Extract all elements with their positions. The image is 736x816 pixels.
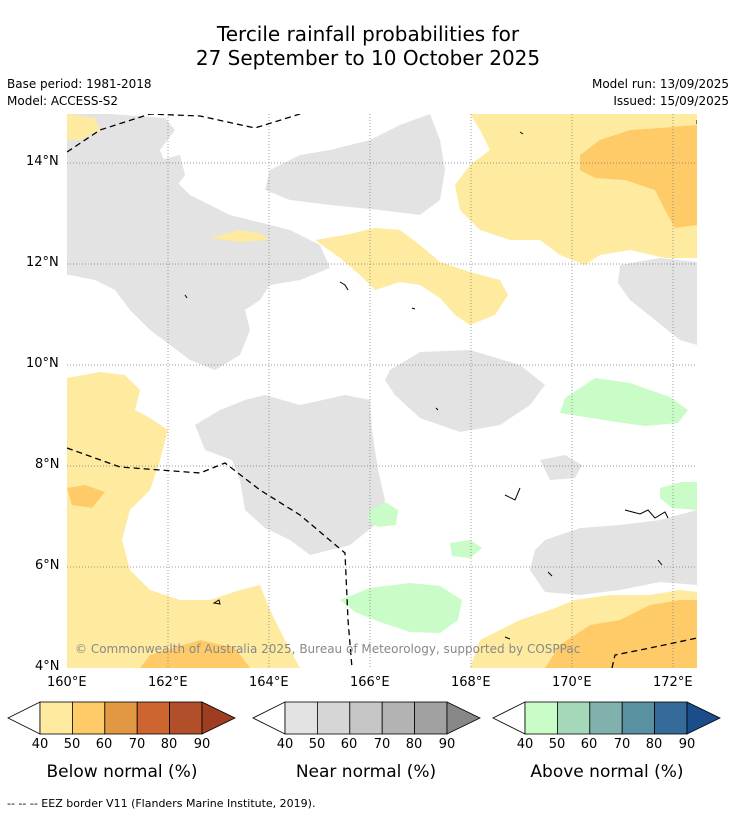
above-tick-80: 80 (645, 737, 663, 752)
near-tick-90: 90 (438, 737, 456, 752)
lon-tick-162e: 162°E (148, 675, 188, 690)
below-normal-colorbar (7, 701, 236, 735)
colorbar-segment (654, 701, 688, 735)
colorbar-segment (414, 701, 448, 735)
colorbar-segment (169, 701, 203, 735)
colorbar-segment (72, 701, 106, 735)
probability-map: © Commonwealth of Australia 2025, Bureau… (67, 114, 697, 668)
lat-tick-14n: 14°N (26, 154, 59, 169)
above-normal-colorbar (492, 701, 721, 735)
lon-tick-172e: 172°E (653, 675, 693, 690)
below-normal-60-regions (67, 125, 697, 668)
model-label: Model: ACCESS-S2 (7, 94, 119, 108)
near-tick-60: 60 (340, 737, 358, 752)
near-normal-regions (67, 114, 697, 595)
colorbar-segment (524, 701, 558, 735)
eez-border-note: -- -- -- EEZ border V11 (Flanders Marine… (7, 797, 316, 810)
graticule (67, 114, 697, 668)
colorbar-segment (589, 701, 623, 735)
eez-borders (67, 114, 697, 668)
colorbars (7, 701, 721, 735)
colorbar-over-triangle (686, 701, 721, 735)
lon-tick-160e: 160°E (47, 675, 87, 690)
colorbar-segment (621, 701, 656, 735)
colorbar-segment (557, 701, 591, 735)
above-tick-50: 50 (548, 737, 566, 752)
near-normal-colorbar (252, 701, 481, 735)
lon-tick-170e: 170°E (552, 675, 592, 690)
lon-tick-168e: 168°E (451, 675, 491, 690)
below-tick-80: 80 (160, 737, 178, 752)
colorbar-segment (104, 701, 138, 735)
near-tick-40: 40 (276, 737, 294, 752)
below-tick-40: 40 (31, 737, 49, 752)
lat-tick-4n: 4°N (35, 659, 60, 674)
above-tick-60: 60 (580, 737, 598, 752)
below-tick-90: 90 (193, 737, 211, 752)
lat-tick-6n: 6°N (35, 558, 60, 573)
colorbar-segment (316, 701, 351, 735)
near-normal-legend-title: Near normal (%) (295, 762, 437, 782)
map-title-line2: 27 September to 10 October 2025 (195, 46, 541, 70)
model-run-label: Model run: 13/09/2025 (591, 77, 729, 91)
lon-tick-164e: 164°E (249, 675, 289, 690)
colorbar-over-triangle (446, 701, 481, 735)
near-tick-70: 70 (373, 737, 391, 752)
colorbar-over-triangle (201, 701, 236, 735)
below-tick-70: 70 (128, 737, 146, 752)
below-tick-50: 50 (63, 737, 81, 752)
issued-label: Issued: 15/09/2025 (613, 94, 729, 108)
colorbar-under-triangle (492, 701, 526, 735)
above-normal-50-regions (340, 378, 697, 633)
copyright-watermark: © Commonwealth of Australia 2025, Bureau… (75, 642, 580, 656)
above-tick-40: 40 (516, 737, 534, 752)
lat-tick-12n: 12°N (26, 255, 59, 270)
lon-tick-166e: 166°E (350, 675, 390, 690)
map-title-line1: Tercile rainfall probabilities for (216, 22, 520, 46)
above-normal-legend-title: Above normal (%) (530, 762, 684, 782)
islands (184, 120, 697, 640)
colorbar-segment (136, 701, 170, 735)
colorbar-under-triangle (7, 701, 41, 735)
near-tick-80: 80 (405, 737, 423, 752)
lat-tick-10n: 10°N (26, 356, 59, 371)
lat-tick-8n: 8°N (35, 457, 60, 472)
colorbar-segment (39, 701, 73, 735)
colorbar-under-triangle (252, 701, 286, 735)
below-tick-60: 60 (95, 737, 113, 752)
above-tick-90: 90 (678, 737, 696, 752)
colorbar-segment (349, 701, 383, 735)
near-tick-50: 50 (308, 737, 326, 752)
below-normal-legend-title: Below normal (%) (46, 762, 198, 782)
base-period-label: Base period: 1981-2018 (7, 77, 152, 91)
colorbar-segment (381, 701, 416, 735)
colorbar-segment (284, 701, 318, 735)
above-tick-70: 70 (613, 737, 631, 752)
